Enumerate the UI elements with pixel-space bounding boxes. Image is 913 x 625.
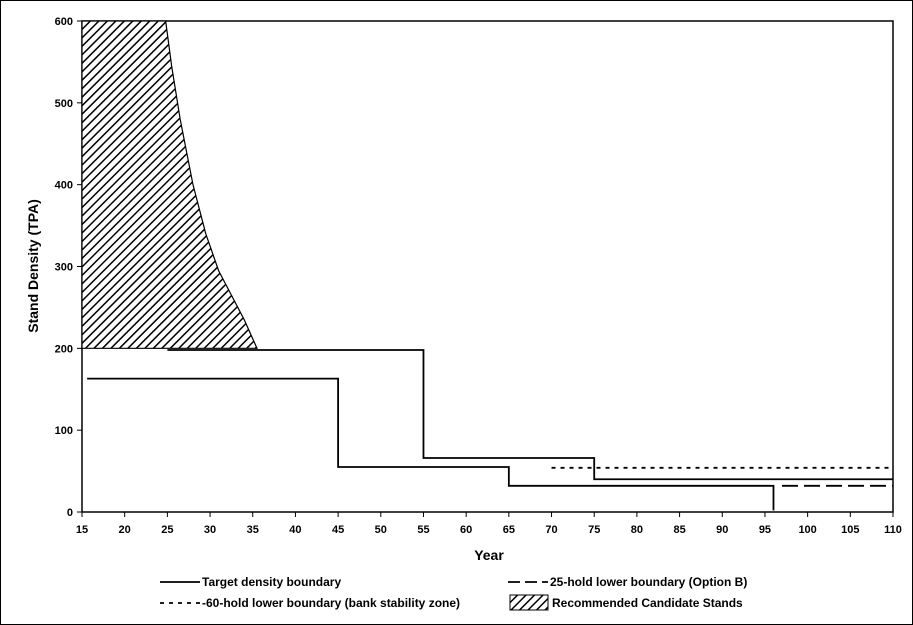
- y-axis: 0 100 200 300 400 500 600: [55, 16, 82, 519]
- x-tick-label: 65: [503, 524, 515, 536]
- legend-label-hold25: 25-hold lower boundary (Option B): [550, 575, 747, 589]
- y-axis-title: Stand Density (TPA): [25, 199, 41, 333]
- y-tick-label: 500: [55, 98, 73, 110]
- y-tick-label: 100: [55, 425, 73, 437]
- x-axis: 15 20 25 30 35 40 45 50 55 60 65 70 75 80 85 90 95 100 105…: [76, 512, 902, 536]
- x-tick-label: 90: [716, 524, 728, 536]
- x-tick-label: 45: [332, 524, 344, 536]
- x-tick-label: 75: [588, 524, 600, 536]
- series-layer: [87, 349, 893, 511]
- candidate-area-layer: [81, 20, 258, 349]
- y-tick-label: 600: [55, 16, 73, 28]
- x-tick-label: 70: [545, 524, 557, 536]
- x-tick-label: 20: [119, 524, 131, 536]
- x-axis-title: Year: [474, 547, 504, 563]
- y-tick-label: 0: [67, 507, 73, 519]
- legend: Target density boundary 25-hold lower bo…: [160, 575, 747, 611]
- x-tick-label: 95: [759, 524, 771, 536]
- series-line-0-segment-0: [87, 377, 775, 511]
- x-tick-label: 15: [76, 524, 88, 536]
- x-tick-label: 50: [375, 524, 387, 536]
- legend-label-candidate: Recommended Candidate Stands: [552, 596, 743, 610]
- x-tick-label: 105: [841, 524, 859, 536]
- x-tick-label: 40: [289, 524, 301, 536]
- series-area-candidate-stands: [81, 20, 258, 349]
- y-tick-label: 200: [55, 343, 73, 355]
- series-line-0-segment-1: [167, 349, 893, 481]
- legend-label-target: Target density boundary: [202, 575, 341, 589]
- x-tick-label: 35: [247, 524, 259, 536]
- y-tick-label: 300: [55, 262, 73, 274]
- legend-label-hold60: -60-hold lower boundary (bank stability …: [202, 596, 460, 610]
- y-tick-label: 400: [55, 180, 73, 192]
- x-tick-label: 30: [204, 524, 216, 536]
- x-tick-label: 110: [884, 524, 902, 536]
- x-tick-label: 55: [417, 524, 429, 536]
- x-tick-label: 80: [631, 524, 643, 536]
- legend-swatch-candidate: [509, 594, 549, 611]
- x-tick-label: 85: [673, 524, 685, 536]
- x-tick-label: 25: [161, 524, 173, 536]
- x-tick-label: 60: [460, 524, 472, 536]
- x-tick-label: 100: [798, 524, 816, 536]
